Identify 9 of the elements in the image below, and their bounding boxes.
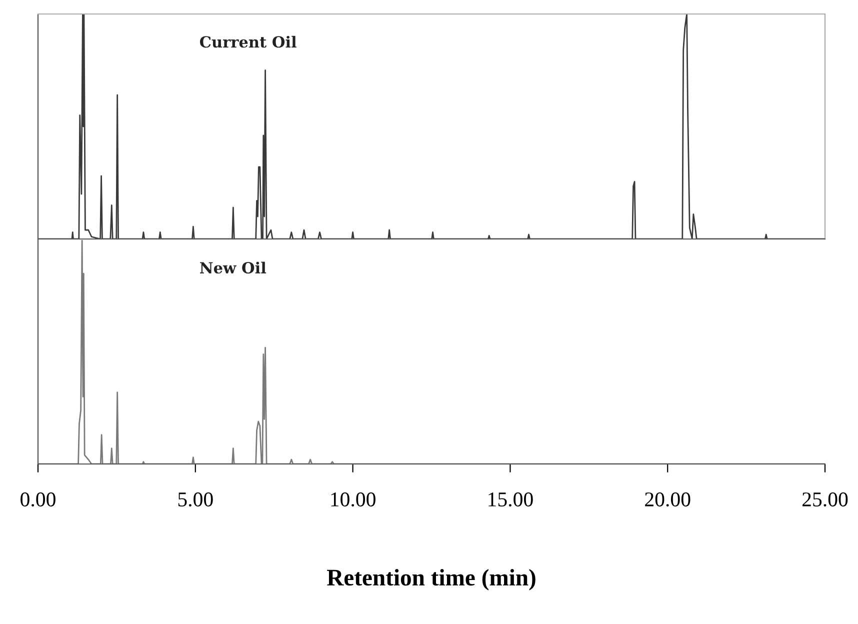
text: Current Oil <box>200 36 296 48</box>
x-tick-label: 5.00 <box>178 492 213 507</box>
x-tick-label: 0.00 <box>20 492 56 507</box>
text: New Oil <box>200 262 266 274</box>
x-tick-label: 10.00 <box>331 492 376 507</box>
x-tick-label: 20.00 <box>645 492 690 507</box>
x-tick-label: 25.00 <box>802 492 848 507</box>
x-tick-label: 15.00 <box>488 492 533 507</box>
x-axis-title: Retention time (min) <box>326 569 536 590</box>
